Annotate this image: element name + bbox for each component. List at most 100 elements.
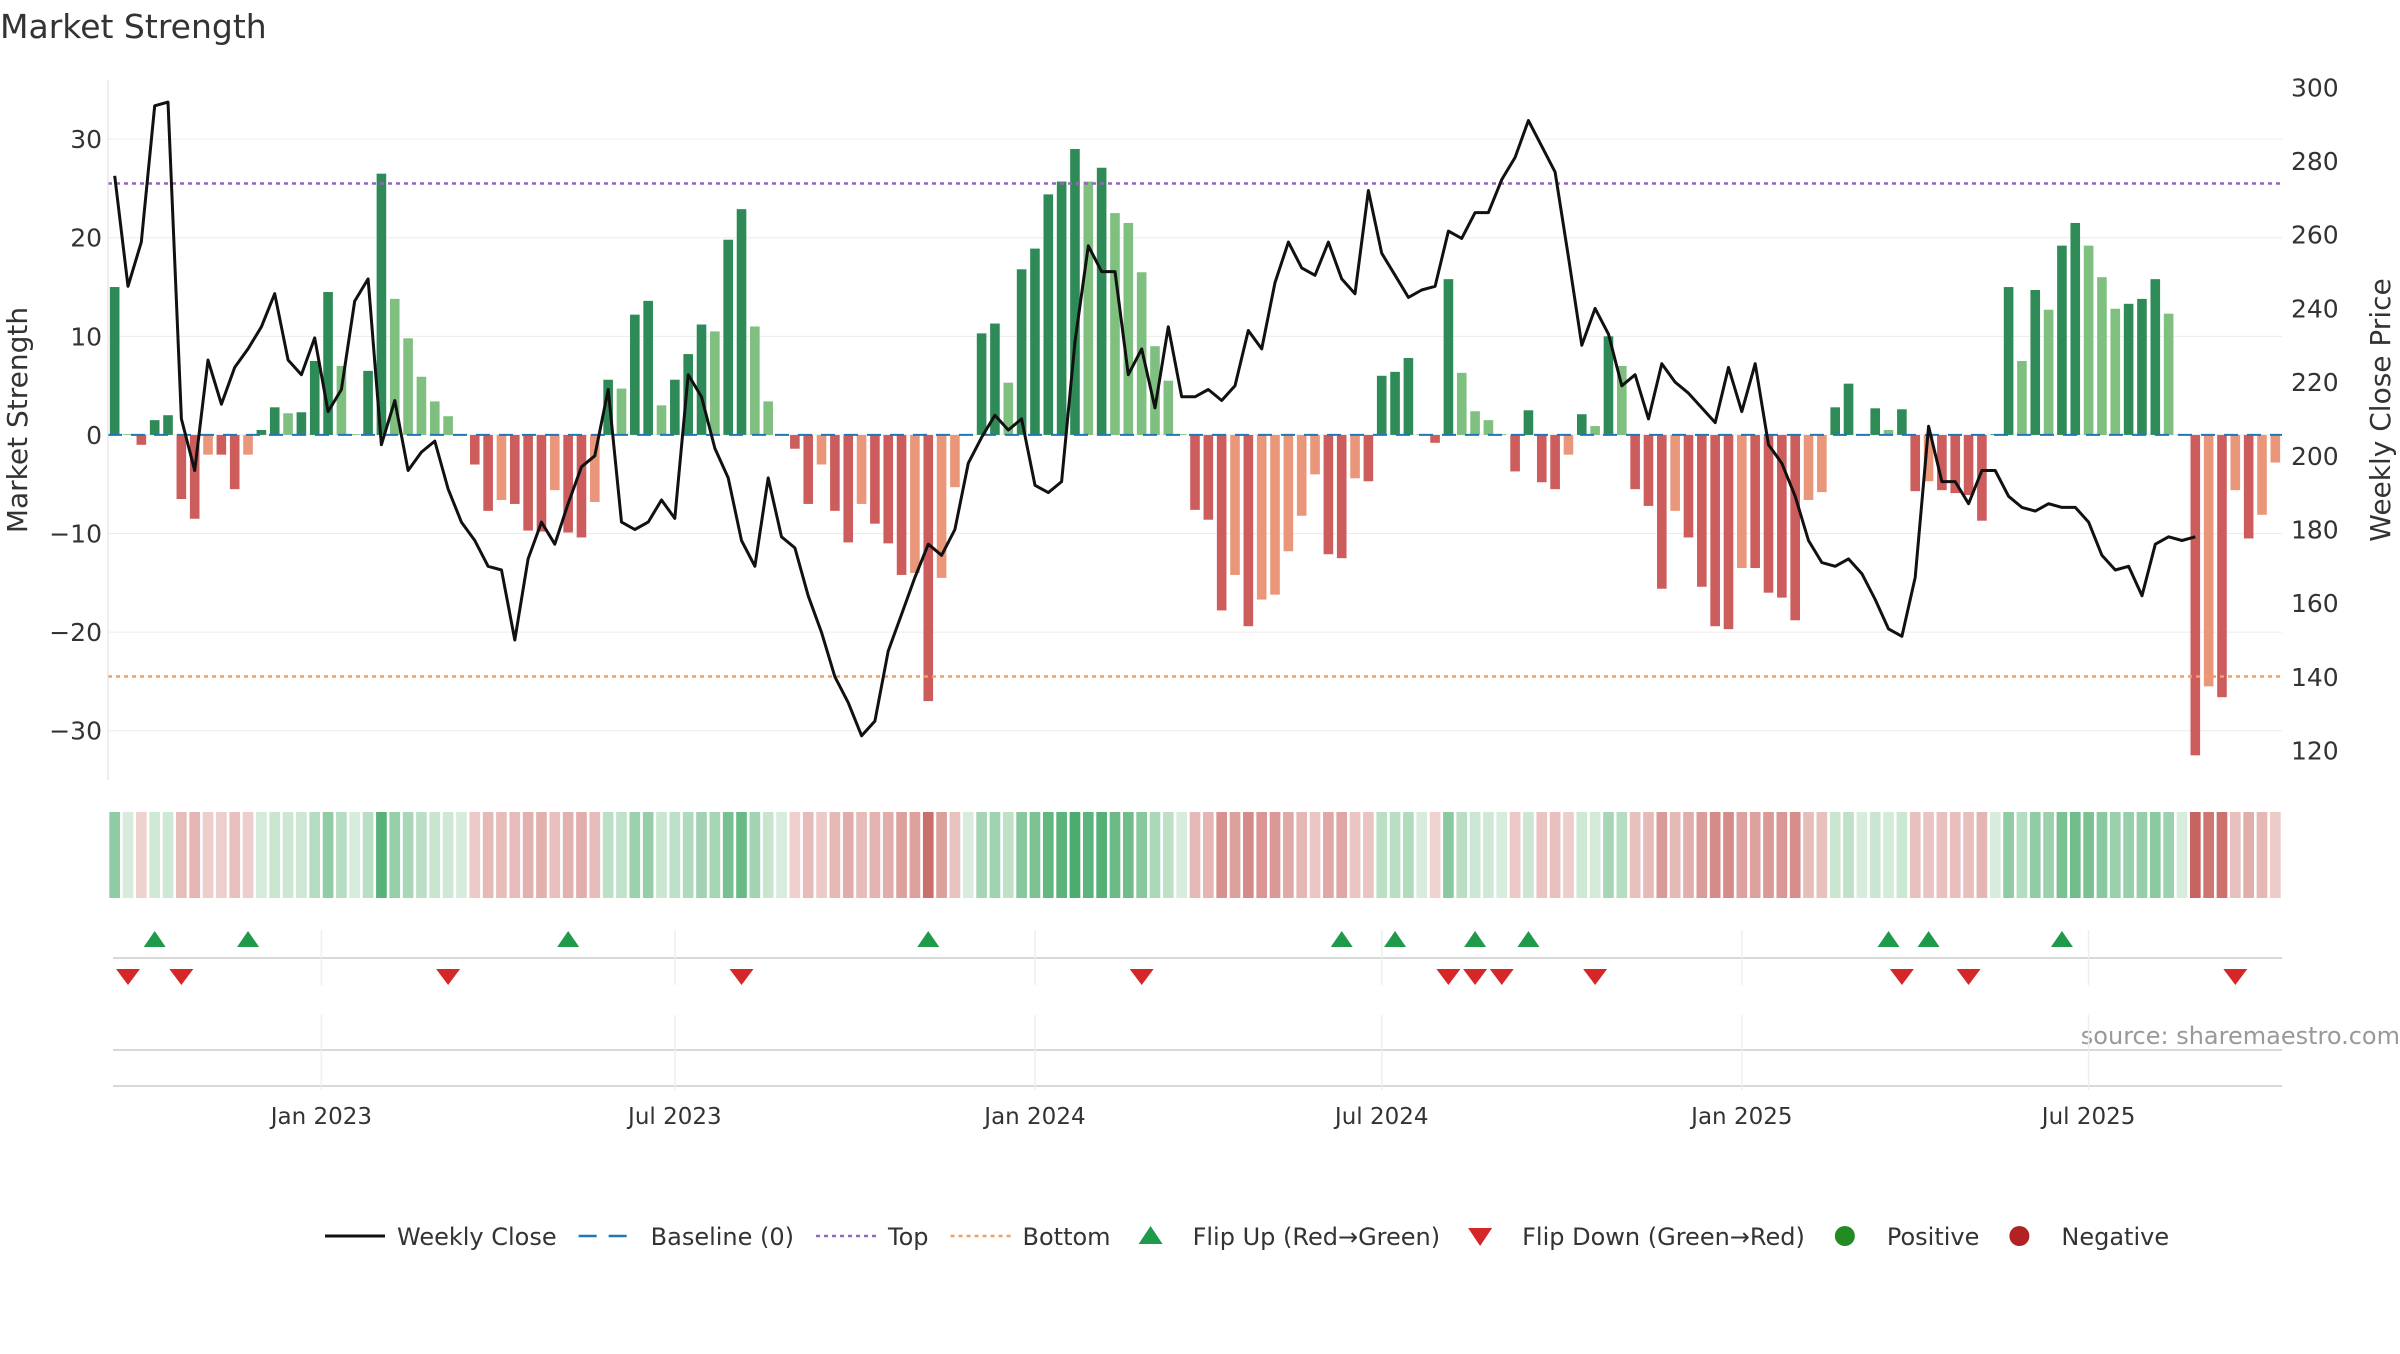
strength-cell xyxy=(656,812,667,898)
legend: Weekly Close Baseline (0) Top Bottom Flip Up… xyxy=(325,1223,2169,1251)
strength-bar xyxy=(2257,434,2267,515)
strength-cell xyxy=(376,812,387,898)
strength-cell xyxy=(216,812,227,898)
strength-cell xyxy=(949,812,961,898)
strength-bar xyxy=(736,209,747,435)
strength-cell xyxy=(1309,812,1321,898)
strength-bar xyxy=(616,388,627,435)
strength-bar xyxy=(149,420,160,435)
strength-cell xyxy=(2083,812,2094,898)
strength-bar xyxy=(950,434,960,488)
strength-cell xyxy=(389,812,401,898)
strength-bar xyxy=(403,338,413,435)
strength-bar xyxy=(1056,181,1067,435)
strength-cell xyxy=(749,812,761,898)
strength-bar xyxy=(2057,245,2067,435)
strength-cell xyxy=(1269,812,1281,898)
strength-cell xyxy=(1416,812,1428,898)
strength-cell xyxy=(296,812,307,898)
strength-bar xyxy=(923,434,934,702)
strength-cell xyxy=(1589,812,1601,898)
y-tick-label: 0 xyxy=(86,421,102,450)
strength-cell xyxy=(536,812,547,898)
strength-cell xyxy=(2243,812,2254,898)
flip-down-marker xyxy=(116,969,141,985)
y2-axis: 120 140 160 180 200 220 240 260 280 300 xyxy=(2291,73,2339,765)
strength-cell xyxy=(1856,812,1868,898)
strength-bar xyxy=(883,434,894,544)
strength-bar xyxy=(1777,434,1787,598)
strength-bar xyxy=(2163,313,2174,435)
strength-cell xyxy=(856,812,867,898)
strength-bar xyxy=(2017,360,2027,435)
strength-cell xyxy=(242,812,254,898)
strength-bar xyxy=(2137,298,2147,435)
strength-bar xyxy=(1230,434,1240,575)
strength-bar xyxy=(1563,434,1574,455)
strength-bar xyxy=(1910,434,1921,492)
strength-bar xyxy=(1923,434,1934,482)
x-tick-label: Jul 2023 xyxy=(626,1104,722,1130)
strength-bar xyxy=(763,401,774,435)
y-tick-label: −10 xyxy=(49,520,102,549)
strength-cell xyxy=(576,812,587,898)
weekly-close-line xyxy=(113,100,2196,738)
strength-cell xyxy=(1976,812,1988,898)
strength-bar xyxy=(1763,434,1774,593)
y2-axis-label: Weekly Close Price xyxy=(2364,278,2397,541)
strength-cell xyxy=(1656,812,1668,898)
x-tick-label: Jan 2024 xyxy=(982,1104,1085,1130)
strength-bar xyxy=(243,434,253,455)
strength-cell xyxy=(336,812,347,898)
strength-cell xyxy=(1082,812,1094,898)
strength-bar xyxy=(1697,434,1707,587)
strength-bar xyxy=(1963,434,1974,496)
strength-cell xyxy=(2229,812,2241,898)
strength-cell xyxy=(2149,812,2161,898)
strength-bar xyxy=(2123,303,2134,435)
flip-down-marker xyxy=(1489,969,1514,985)
flip-down-marker xyxy=(1583,969,1608,985)
strength-cell xyxy=(2109,812,2121,898)
strength-cell xyxy=(496,812,507,898)
strength-cell xyxy=(1843,812,1854,898)
y-axis-label: Market Strength xyxy=(1,307,34,533)
legend-item: Bottom xyxy=(950,1223,1111,1251)
strength-bar xyxy=(496,434,507,500)
legend-item: Positive xyxy=(1834,1223,1979,1251)
strength-cell xyxy=(989,812,1001,898)
strength-cell xyxy=(2069,812,2081,898)
strength-bar xyxy=(1390,371,1400,435)
strength-cell xyxy=(309,812,321,898)
strength-cell xyxy=(842,812,854,898)
strength-bar xyxy=(1603,336,1614,435)
strength-cell xyxy=(762,812,774,898)
strength-cell xyxy=(549,812,561,898)
strength-cell xyxy=(1363,812,1374,898)
strength-cell xyxy=(1736,812,1748,898)
strength-bar xyxy=(1216,434,1227,611)
strength-bar xyxy=(349,434,360,435)
strength-bar xyxy=(1590,426,1600,435)
strength-cell xyxy=(1576,812,1588,898)
strength-cell xyxy=(1016,812,1027,898)
strength-bar xyxy=(1083,181,1094,435)
flip-up-marker xyxy=(1330,931,1353,947)
legend-label: Flip Down (Green→Red) xyxy=(1522,1223,1805,1251)
strength-bar xyxy=(1443,279,1454,435)
strength-bar xyxy=(1350,434,1360,479)
strength-cell xyxy=(2269,812,2281,898)
strength-cell xyxy=(909,812,921,898)
strength-bar xyxy=(1843,383,1854,435)
flip-up-marker xyxy=(557,931,580,947)
strength-bar xyxy=(376,173,387,435)
x-tick-label: Jan 2023 xyxy=(269,1104,372,1130)
strength-bar xyxy=(429,401,440,435)
strength-bar xyxy=(336,365,347,435)
strength-bar xyxy=(1883,430,1894,435)
strength-bar xyxy=(2230,434,2241,491)
strength-bar xyxy=(1670,434,1680,511)
strength-bar xyxy=(536,434,547,532)
y2-tick-label: 180 xyxy=(2291,515,2339,544)
strength-cell xyxy=(1243,812,1254,898)
